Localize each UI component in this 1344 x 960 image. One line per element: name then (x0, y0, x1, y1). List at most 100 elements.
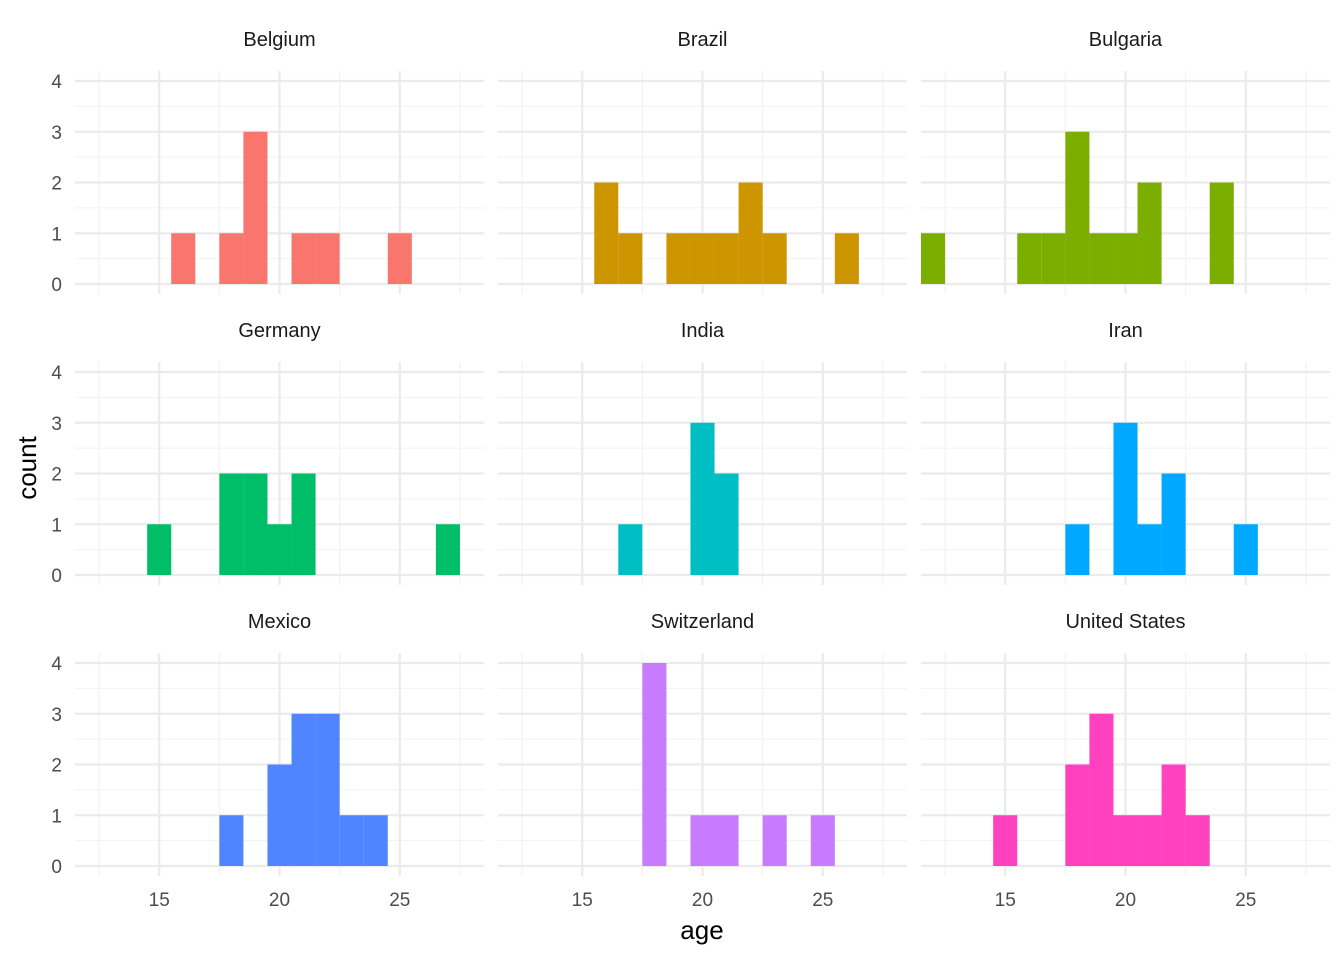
y-tick-label: 2 (51, 174, 62, 195)
histogram-bar (435, 524, 460, 575)
histogram-bar (666, 233, 691, 284)
histogram-bar (762, 815, 787, 866)
histogram-bar (219, 233, 244, 284)
facet-panel-iran: Iran (921, 320, 1330, 585)
histogram-bar (1113, 815, 1138, 866)
histogram-bar (1161, 473, 1186, 575)
histogram-bar (714, 815, 739, 866)
histogram-bar (690, 422, 715, 575)
facet-grid: Belgium 0 1 2 3 4 Brazil Bulgaria Germany 0 1 2 3 4 In… (51, 29, 1330, 911)
y-tick-label: 3 (51, 414, 62, 435)
y-tick-label: 1 (51, 224, 62, 245)
facet-title: Iran (1108, 320, 1142, 342)
histogram-bar (387, 233, 412, 284)
histogram-bar (834, 233, 859, 284)
histogram-bar (618, 233, 643, 284)
y-tick-label: 1 (51, 806, 62, 827)
y-tick-label: 0 (51, 566, 62, 587)
histogram-bar (642, 663, 667, 866)
x-tick-label: 20 (1115, 890, 1136, 911)
histogram-bar (762, 233, 787, 284)
histogram-bar (1065, 131, 1090, 284)
histogram-bar (315, 713, 340, 866)
y-tick-label: 2 (51, 465, 62, 486)
histogram-bar (1017, 233, 1042, 284)
facet-panel-mexico: Mexico 0 1 2 3 4 15 20 25 (51, 611, 484, 911)
y-tick-label: 0 (51, 275, 62, 296)
histogram-bar (291, 473, 316, 575)
histogram-bar (363, 815, 388, 866)
histogram-bar (921, 233, 946, 284)
facet-title: Germany (238, 320, 320, 342)
histogram-bar (738, 182, 763, 284)
facet-title: Brazil (677, 29, 727, 51)
facet-panel-germany: Germany 0 1 2 3 4 (51, 320, 484, 587)
histogram-bar (267, 524, 292, 575)
histogram-bar (219, 473, 244, 575)
histogram-bar (1137, 182, 1162, 284)
facet-panel-india: India (498, 320, 907, 585)
facet-title: Switzerland (651, 611, 754, 633)
facet-panel-bulgaria: Bulgaria (921, 29, 1330, 294)
y-tick-label: 4 (51, 654, 62, 675)
histogram-bar (714, 473, 739, 575)
histogram-bar (1137, 815, 1162, 866)
histogram-bar (243, 131, 268, 284)
facet-title: Mexico (248, 611, 311, 633)
y-axis-title: count (12, 435, 42, 499)
histogram-bar (1065, 524, 1090, 575)
histogram-bar (267, 764, 292, 866)
facet-title: India (681, 320, 725, 342)
x-axis-title: age (680, 915, 723, 945)
facet-title: Bulgaria (1089, 29, 1163, 51)
facet-title: Belgium (243, 29, 315, 51)
y-tick-label: 4 (51, 363, 62, 384)
histogram-bar (1089, 233, 1114, 284)
histogram-bar (1065, 764, 1090, 866)
histogram-bar (1089, 713, 1114, 866)
y-tick-label: 3 (51, 123, 62, 144)
x-tick-label: 25 (389, 890, 410, 911)
x-tick-label: 15 (995, 890, 1016, 911)
y-tick-label: 0 (51, 857, 62, 878)
histogram-bar (810, 815, 835, 866)
histogram-bar (339, 815, 364, 866)
histogram-bar (1137, 524, 1162, 575)
facet-panel-brazil: Brazil (498, 29, 907, 294)
x-tick-label: 15 (149, 890, 170, 911)
histogram-bar (1209, 182, 1234, 284)
facet-title: United States (1065, 611, 1185, 633)
histogram-bar (1113, 233, 1138, 284)
histogram-bar (594, 182, 619, 284)
histogram-bar (690, 815, 715, 866)
facet-panel-switzerland: Switzerland 15 20 25 (498, 611, 907, 911)
y-tick-label: 4 (51, 72, 62, 93)
histogram-bar (1233, 524, 1258, 575)
x-tick-label: 20 (269, 890, 290, 911)
histogram-bar (219, 815, 244, 866)
y-tick-label: 2 (51, 756, 62, 777)
histogram-bar (1161, 764, 1186, 866)
histogram-bar (147, 524, 172, 575)
histogram-bar (1185, 815, 1210, 866)
histogram-bar (291, 713, 316, 866)
histogram-bar (291, 233, 316, 284)
x-tick-label: 25 (812, 890, 833, 911)
x-tick-label: 25 (1235, 890, 1256, 911)
histogram-bar (1041, 233, 1066, 284)
histogram-bar (1113, 422, 1138, 575)
histogram-bar (171, 233, 196, 284)
histogram-bar (993, 815, 1018, 866)
facet-panel-belgium: Belgium 0 1 2 3 4 (51, 29, 484, 296)
y-tick-label: 3 (51, 705, 62, 726)
histogram-bar (690, 233, 715, 284)
facet-panel-united-states: United States 15 20 25 (921, 611, 1330, 911)
histogram-bar (714, 233, 739, 284)
x-tick-label: 20 (692, 890, 713, 911)
x-tick-label: 15 (572, 890, 593, 911)
histogram-bar (243, 473, 268, 575)
y-tick-label: 1 (51, 515, 62, 536)
histogram-bar (315, 233, 340, 284)
histogram-bar (618, 524, 643, 575)
